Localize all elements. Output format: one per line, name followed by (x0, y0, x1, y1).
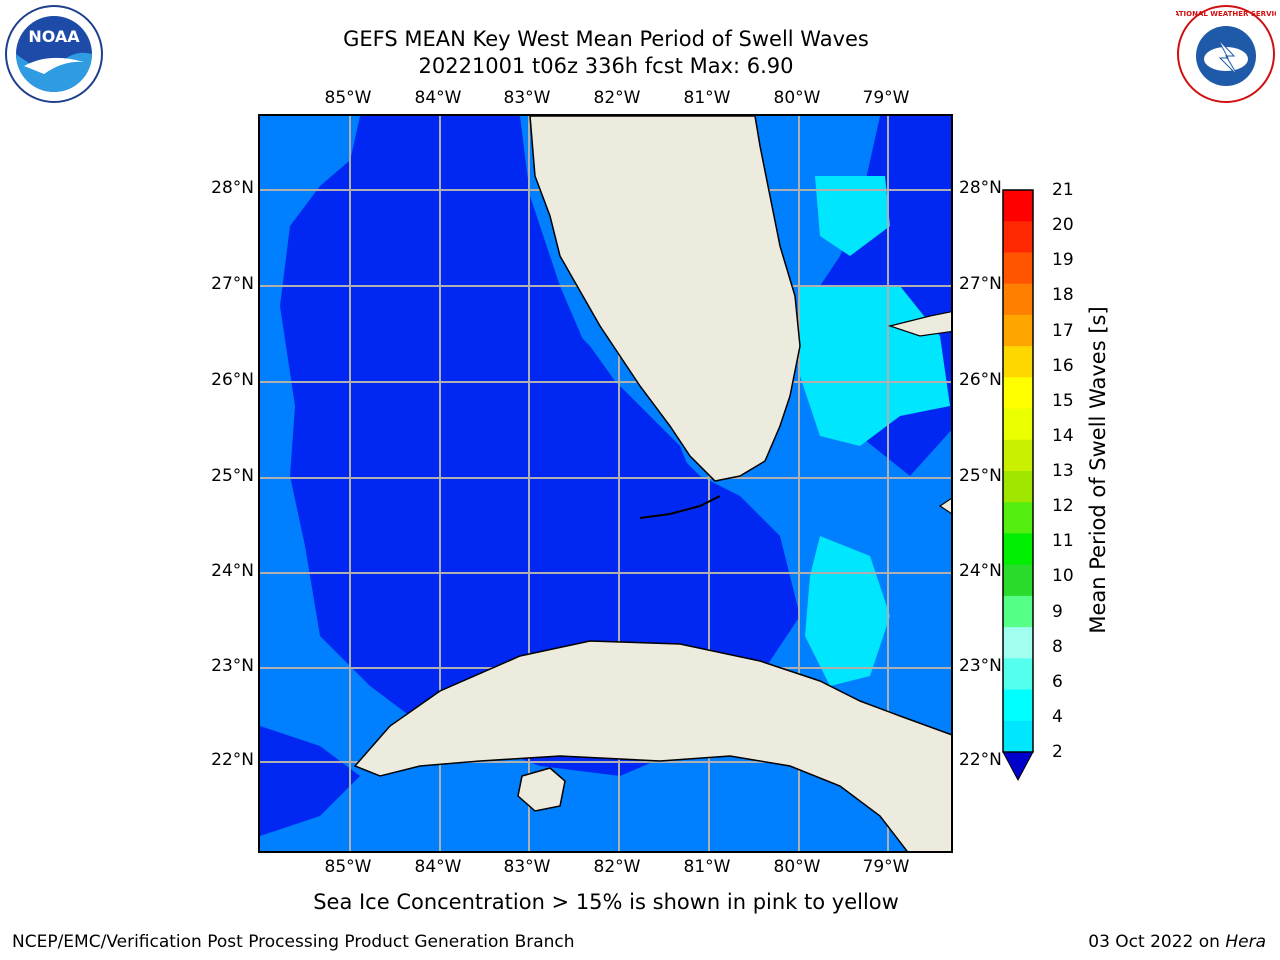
florida-land (529, 116, 801, 482)
lon-label-bottom: 80°W (773, 857, 821, 877)
colorbar-tick-label: 16 (1052, 355, 1074, 376)
colorbar-segment (1003, 627, 1033, 659)
lat-label-left: 24°N (211, 561, 254, 581)
lat-label-left: 25°N (211, 466, 254, 486)
nws-logo-text: NATIONAL WEATHER SERVICE (1176, 10, 1276, 18)
colorbar-extend-triangle (1002, 751, 1034, 782)
swell-period-map (260, 116, 951, 851)
map-title: GEFS MEAN Key West Mean Period of Swell … (343, 27, 869, 51)
lat-label-right: 28°N (959, 178, 1002, 198)
lat-label-left: 28°N (211, 178, 254, 198)
footer-machine: Hera (1225, 932, 1266, 952)
sea-ice-note: Sea Ice Concentration > 15% is shown in … (313, 890, 899, 914)
lon-label-bottom: 79°W (862, 857, 910, 877)
lon-label-top: 84°W (414, 88, 462, 108)
lon-label-top: 82°W (593, 88, 641, 108)
colorbar-tick-label: 20 (1052, 215, 1074, 236)
colorbar-tick-label: 17 (1052, 320, 1074, 341)
colorbar-segment (1003, 439, 1033, 472)
isle-of-youth (517, 767, 566, 812)
lat-label-left: 27°N (211, 274, 254, 294)
lat-label-right: 22°N (959, 750, 1002, 770)
bahamas-land (887, 311, 951, 337)
colorbar-tick-label: 12 (1052, 496, 1074, 517)
lat-label-left: 26°N (211, 370, 254, 390)
lon-label-bottom: 83°W (503, 857, 551, 877)
contour-2-4s-sw (260, 726, 360, 836)
colorbar-tick-label: 10 (1052, 566, 1074, 587)
lat-label-left: 22°N (211, 750, 254, 770)
bahamas-island (938, 497, 951, 515)
colorbar-tick-label: 6 (1052, 671, 1063, 692)
colorbar-segment (1003, 471, 1033, 503)
lon-label-top: 83°W (503, 88, 551, 108)
colorbar-segment (1003, 377, 1033, 410)
map-panel (258, 114, 953, 853)
colorbar-segment (1003, 314, 1033, 347)
colorbar-segment (1003, 595, 1033, 628)
lat-label-right: 25°N (959, 466, 1002, 486)
lat-label-right: 23°N (959, 656, 1002, 676)
colorbar-tick-label: 21 (1052, 180, 1074, 200)
colorbar-tick-label: 11 (1052, 531, 1074, 552)
colorbar-tick-label: 19 (1052, 250, 1074, 271)
lon-label-bottom: 84°W (414, 857, 462, 877)
lon-label-top: 79°W (862, 88, 910, 108)
colorbar (1002, 189, 1034, 782)
lon-label-top: 80°W (773, 88, 821, 108)
colorbar-segment (1003, 221, 1033, 253)
lat-label-right: 27°N (959, 274, 1002, 294)
colorbar-tick-label: 2 (1052, 742, 1063, 762)
nws-logo: NATIONAL WEATHER SERVICE (1176, 5, 1276, 103)
colorbar-segment (1003, 564, 1033, 597)
map-subtitle: 20221001 t06z 336h fcst Max: 6.90 (418, 54, 794, 78)
noaa-logo: NOAA (5, 5, 103, 103)
colorbar-segment (1003, 689, 1033, 722)
cuba-land (353, 640, 951, 851)
colorbar-tick-label: 9 (1052, 601, 1063, 622)
lon-label-top: 85°W (324, 88, 372, 108)
footer-org: NCEP/EMC/Verification Post Processing Pr… (12, 932, 575, 952)
colorbar-tick-label: 4 (1052, 706, 1063, 727)
colorbar-segment (1003, 533, 1033, 566)
footer-date-text: 03 Oct 2022 on (1088, 932, 1226, 952)
colorbar-segment (1003, 720, 1033, 753)
lon-label-bottom: 82°W (593, 857, 641, 877)
contour-2-4s-core (300, 116, 700, 676)
colorbar-title: Mean Period of Swell Waves [s] (1086, 306, 1110, 634)
colorbar-tick-label: 13 (1052, 461, 1074, 481)
lat-label-right: 24°N (959, 561, 1002, 581)
lon-label-top: 81°W (683, 88, 731, 108)
lat-label-right: 26°N (959, 370, 1002, 390)
lat-label-left: 23°N (211, 656, 254, 676)
colorbar-tick-label: 18 (1052, 285, 1074, 306)
florida-keys (639, 495, 721, 519)
colorbar-frame (1002, 189, 1034, 753)
colorbar-tick-label: 15 (1052, 390, 1074, 411)
colorbar-segment (1003, 252, 1033, 285)
colorbar-segment (1003, 502, 1033, 534)
colorbar-segment (1003, 283, 1033, 316)
lon-label-bottom: 85°W (324, 857, 372, 877)
colorbar-segment (1003, 346, 1033, 378)
colorbar-tick-label: 14 (1052, 425, 1074, 446)
footer-date: 03 Oct 2022 on Hera (1088, 932, 1266, 952)
colorbar-segment (1003, 658, 1033, 691)
colorbar-segment (1003, 190, 1033, 222)
lon-label-bottom: 81°W (683, 857, 731, 877)
colorbar-tick-label: 8 (1052, 636, 1063, 657)
colorbar-segment (1003, 408, 1033, 441)
contour-6-7s-north (815, 176, 890, 256)
noaa-logo-text: NOAA (28, 27, 80, 46)
